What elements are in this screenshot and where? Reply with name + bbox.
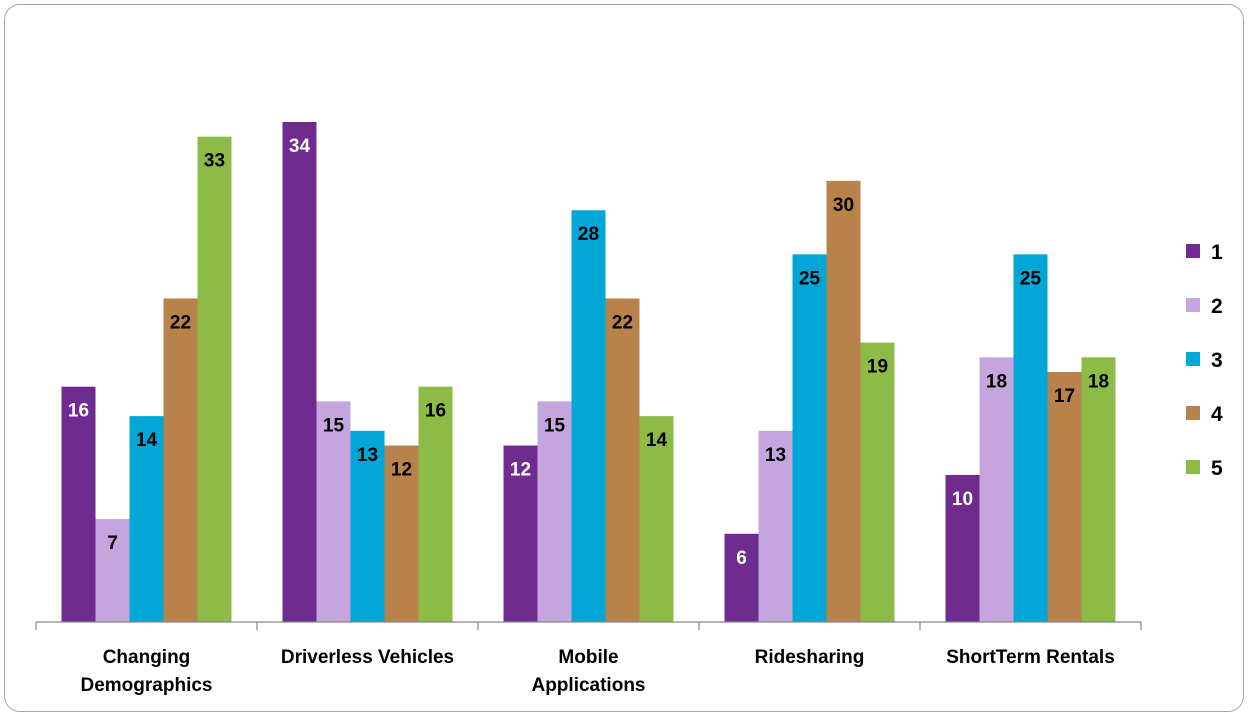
- data-label-series-2-cat-3: 13: [765, 445, 786, 466]
- legend-label-4: 4: [1211, 403, 1223, 426]
- category-label-1: Driverless Vehicles: [281, 647, 454, 668]
- legend: 1 2 3 4 5: [1186, 241, 1223, 480]
- data-label-series-5-cat-2: 14: [646, 430, 668, 451]
- data-labels-layer: 16 7 14 22 33 34 15 13 12 16 12 15 28 22 14 6 13 25 30 19 10…: [68, 136, 1109, 569]
- bar-series-4-cat-4: [1047, 372, 1082, 622]
- category-label-0: Changing Demographics: [81, 647, 213, 696]
- bar-series-1-cat-3: [724, 533, 759, 622]
- data-label-series-2-cat-0: 7: [107, 533, 118, 554]
- bar-series-1-cat-4: [945, 474, 980, 622]
- bar-series-2-cat-0: [95, 519, 130, 622]
- bar-series-1-cat-2: [503, 445, 538, 622]
- bar-series-3-cat-0: [129, 416, 164, 622]
- bar-series-5-cat-2: [639, 416, 674, 622]
- data-label-series-1-cat-4: 10: [952, 489, 973, 510]
- data-label-series-4-cat-1: 12: [391, 460, 412, 481]
- legend-label-3: 3: [1211, 349, 1223, 372]
- bar-series-3-cat-1: [350, 430, 385, 622]
- data-label-series-4-cat-3: 30: [833, 195, 854, 216]
- data-label-series-5-cat-3: 19: [867, 357, 888, 378]
- data-label-series-2-cat-4: 18: [986, 371, 1007, 392]
- x-axis: Changing Demographics Driverless Vehicles M…: [35, 621, 1142, 696]
- bar-series-5-cat-3: [860, 342, 895, 622]
- data-label-series-3-cat-0: 14: [136, 430, 158, 451]
- legend-swatch-5: [1186, 460, 1200, 474]
- legend-swatch-1: [1186, 244, 1200, 258]
- bar-series-4-cat-3: [826, 180, 861, 622]
- bar-series-5-cat-1: [418, 386, 453, 622]
- data-label-series-5-cat-4: 18: [1088, 371, 1109, 392]
- category-label-2: Mobile Applications: [531, 647, 645, 696]
- bar-series-4-cat-2: [605, 298, 640, 622]
- data-label-series-2-cat-1: 15: [323, 415, 345, 436]
- legend-label-5: 5: [1211, 457, 1223, 480]
- legend-swatch-2: [1186, 298, 1200, 312]
- bar-series-1-cat-1: [282, 122, 317, 622]
- data-label-series-1-cat-1: 34: [289, 136, 311, 157]
- data-label-series-1-cat-2: 12: [510, 460, 531, 481]
- legend-label-2: 2: [1211, 295, 1223, 318]
- legend-label-1: 1: [1211, 241, 1223, 264]
- data-label-series-5-cat-0: 33: [204, 151, 225, 172]
- bar-series-4-cat-1: [384, 445, 419, 622]
- bar-series-1-cat-0: [61, 386, 96, 622]
- bar-series-5-cat-4: [1081, 357, 1116, 622]
- data-label-series-2-cat-2: 15: [544, 415, 566, 436]
- data-label-series-1-cat-0: 16: [68, 401, 89, 422]
- legend-swatch-4: [1186, 406, 1200, 420]
- data-label-series-5-cat-1: 16: [425, 401, 446, 422]
- bar-series-2-cat-2: [537, 401, 572, 622]
- data-label-series-4-cat-2: 22: [612, 312, 633, 333]
- category-label-3: Ridesharing: [755, 647, 865, 668]
- bar-series-4-cat-0: [163, 298, 198, 622]
- bar-series-2-cat-4: [979, 357, 1014, 622]
- data-label-series-3-cat-2: 28: [578, 224, 599, 245]
- bars-layer: [61, 122, 1116, 623]
- data-label-series-3-cat-4: 25: [1020, 268, 1042, 289]
- category-label-4: ShortTerm Rentals: [946, 647, 1115, 668]
- data-label-series-3-cat-1: 13: [357, 445, 378, 466]
- data-label-series-4-cat-0: 22: [170, 312, 191, 333]
- bar-series-5-cat-0: [197, 136, 232, 623]
- bar-series-3-cat-4: [1013, 254, 1048, 622]
- bar-series-2-cat-1: [316, 401, 351, 622]
- bar-series-2-cat-3: [758, 430, 793, 622]
- data-label-series-3-cat-3: 25: [799, 268, 821, 289]
- legend-swatch-3: [1186, 352, 1200, 366]
- bar-series-3-cat-2: [571, 210, 606, 622]
- bar-series-3-cat-3: [792, 254, 827, 622]
- data-label-series-4-cat-4: 17: [1054, 386, 1075, 407]
- data-label-series-1-cat-3: 6: [736, 548, 747, 569]
